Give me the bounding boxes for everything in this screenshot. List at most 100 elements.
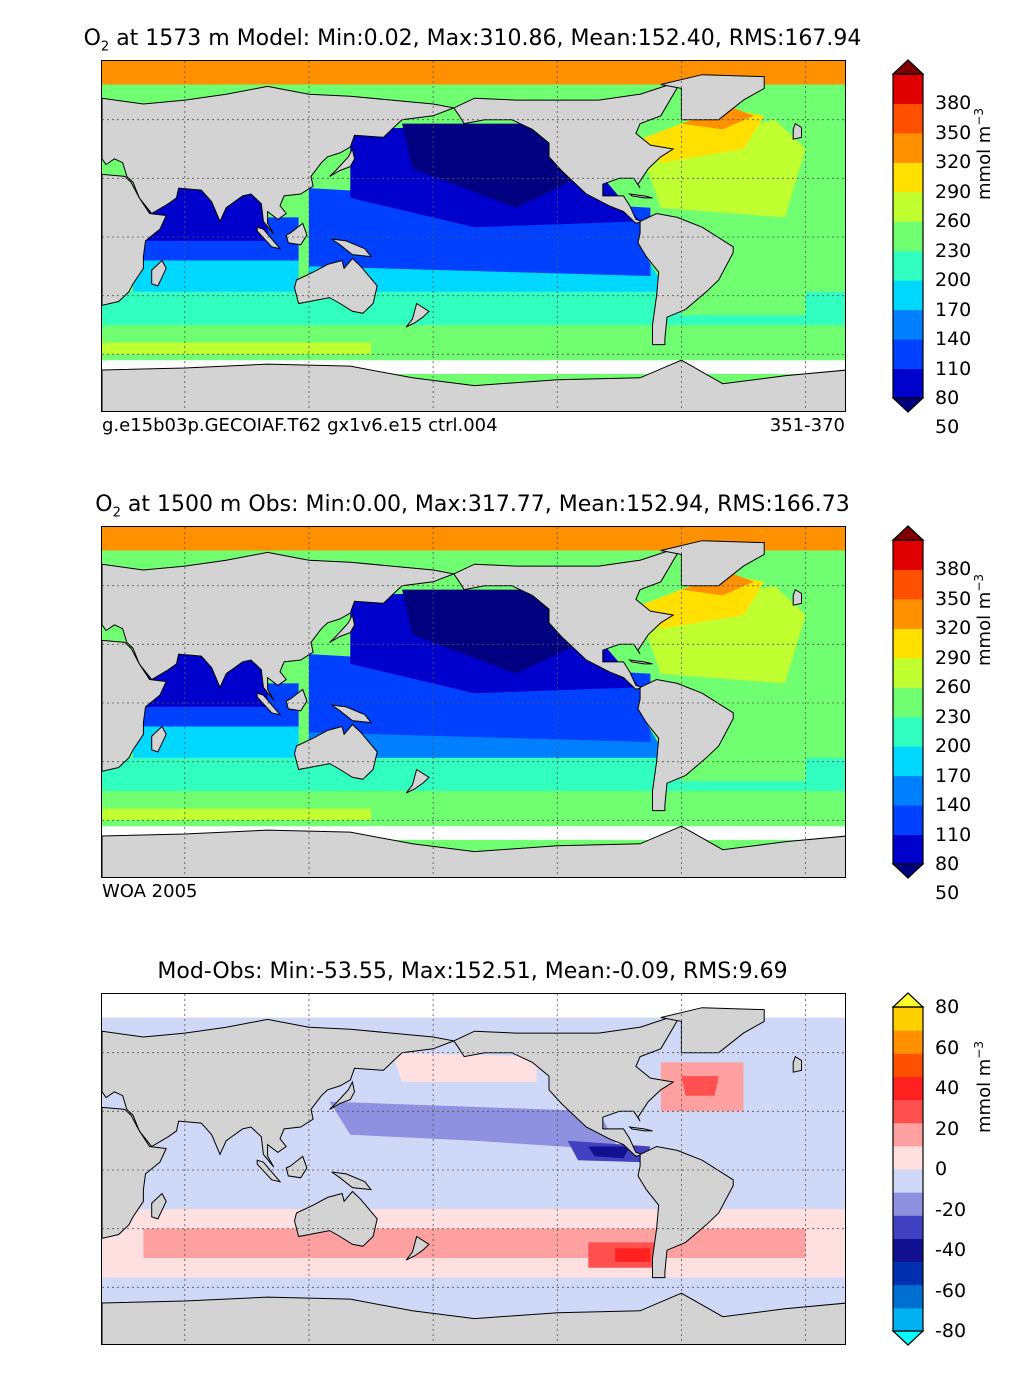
colorbar-segment <box>893 339 923 370</box>
land-japan <box>329 613 356 643</box>
diff-patagonia-core <box>615 1248 651 1262</box>
arctic-band <box>102 61 845 85</box>
colorbar-segment <box>893 716 923 747</box>
map-obs <box>101 526 846 878</box>
colorbar-segment <box>893 775 923 806</box>
colorbar-segment <box>893 103 923 134</box>
land-japan <box>329 147 356 177</box>
panel-title: O2 at 1573 m Model: Min:0.02, Max:310.86… <box>83 26 862 55</box>
colorbar-segment <box>893 1122 923 1147</box>
land-namerica <box>453 1012 683 1157</box>
land-nz <box>405 768 430 794</box>
colorbar-tick-label: 200 <box>935 269 972 292</box>
land-samerica <box>637 678 734 812</box>
colorbar-tick-label: 110 <box>935 357 972 380</box>
land-africa <box>102 173 167 306</box>
land-africa <box>102 1106 167 1239</box>
diff-atlantic-core <box>681 1076 719 1096</box>
indian-dark <box>143 188 268 241</box>
southern-yellow-band <box>102 342 371 355</box>
colorbar-tick-label: 170 <box>935 298 972 321</box>
map-diff <box>101 993 846 1345</box>
diff-north-pacific <box>391 1052 537 1082</box>
colorbar-segment <box>893 221 923 252</box>
colorbar <box>891 992 925 1346</box>
colorbar-tick-label: 380 <box>935 558 972 581</box>
land-sumatra <box>256 1159 282 1183</box>
colorbar-tick-label: 320 <box>935 617 972 640</box>
land-greenland <box>660 74 765 121</box>
colorbar-segment <box>893 657 923 688</box>
colorbar-tick-label: 260 <box>935 210 972 233</box>
diff-pacific-blue <box>329 1101 620 1151</box>
colorbar-segment <box>893 368 923 399</box>
colorbar-segment <box>893 250 923 281</box>
diff-ep-dark <box>588 1146 630 1159</box>
colorbar-tick-label: 110 <box>935 823 972 846</box>
colorbar-segment <box>893 834 923 865</box>
southern-yellow-band <box>102 808 371 821</box>
colorbar-segment <box>893 1261 923 1286</box>
land-newguinea <box>331 238 373 258</box>
colorbar-tick-label: 50 <box>935 416 960 439</box>
land-madagascar <box>151 1192 167 1220</box>
land-cuba <box>628 659 653 665</box>
colorbar-segment <box>893 540 923 570</box>
pacific-darkest <box>402 589 578 674</box>
panel-diff: Mod-Obs: Min:-53.55, Max:152.51, Mean:-0… <box>0 933 1028 1393</box>
land-australia <box>293 1190 378 1247</box>
colorbar-tick-label: 20 <box>935 1117 960 1140</box>
colorbar-units: mmol m−3 <box>972 1040 995 1133</box>
colorbar-segment <box>893 1099 923 1124</box>
colorbar-tick-label: -40 <box>935 1239 967 1261</box>
land-nz <box>405 1235 430 1261</box>
missing-data <box>102 994 845 1018</box>
panel-title: Mod-Obs: Min:-53.55, Max:152.51, Mean:-0… <box>157 959 788 984</box>
colorbar-segment <box>893 805 923 836</box>
colorbar-tick-label: 50 <box>935 882 960 905</box>
colorbar-segment <box>893 1053 923 1077</box>
colorbar-segment <box>893 1238 923 1263</box>
year-range-label: 351-370 <box>769 415 845 436</box>
colorbar-tick-label: 320 <box>935 151 972 174</box>
dataset-label: WOA 2005 <box>102 881 198 902</box>
colorbar-tick-label: 230 <box>935 239 972 262</box>
colorbar-extend-low <box>891 863 925 879</box>
colorbar-segment <box>893 628 923 659</box>
colorbar-tick-label: 350 <box>935 121 972 144</box>
land-sumatra <box>256 692 282 716</box>
land-borneo <box>285 1155 308 1179</box>
colorbar-tick-label: 80 <box>935 853 960 875</box>
colorbar-segment <box>893 132 923 163</box>
land-antarctica <box>102 825 845 877</box>
land-japan <box>329 1080 356 1110</box>
run-name-label: g.e15b03p.GECOIAF.T62 gx1v6.e15 ctrl.004 <box>102 415 498 436</box>
panel-title: O2 at 1500 m Obs: Min:0.00, Max:317.77, … <box>95 492 850 521</box>
colorbar-segment <box>893 162 923 193</box>
colorbar-tick-label: 200 <box>935 735 972 758</box>
colorbar-tick-label: 260 <box>935 676 972 699</box>
colorbar-tick-label: 290 <box>935 646 972 669</box>
land-greenland <box>660 1007 765 1054</box>
colorbar-segment <box>893 1007 923 1031</box>
colorbar-tick-label: 60 <box>935 1036 960 1059</box>
colorbar-tick-label: 80 <box>935 996 960 1018</box>
pacific-south <box>308 757 661 791</box>
colorbar-tick-label: 140 <box>935 328 972 351</box>
colorbar-segment <box>893 569 923 600</box>
indian-cyan <box>133 256 299 292</box>
colorbar <box>891 59 925 413</box>
indian-cyan <box>133 722 299 758</box>
land-madagascar <box>151 259 167 287</box>
colorbar-segment <box>893 1215 923 1239</box>
land-cuba <box>628 193 653 199</box>
arctic-band <box>102 527 845 551</box>
land-antarctica <box>102 359 845 411</box>
colorbar-segment <box>893 1076 923 1101</box>
colorbar-segment <box>893 746 923 777</box>
colorbar-tick-label: 0 <box>935 1158 948 1180</box>
colorbar-segment <box>893 598 923 629</box>
land-uk <box>792 1055 802 1073</box>
colorbar-segment <box>893 1145 923 1170</box>
colorbar-tick-label: -60 <box>935 1279 967 1302</box>
